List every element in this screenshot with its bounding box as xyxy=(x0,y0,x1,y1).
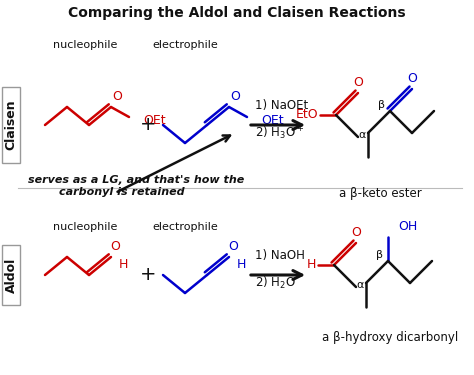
Text: 1) NaOH: 1) NaOH xyxy=(255,249,305,261)
Text: β: β xyxy=(379,100,385,110)
Text: β: β xyxy=(376,250,383,260)
Text: H: H xyxy=(307,258,316,272)
Text: Comparing the Aldol and Claisen Reactions: Comparing the Aldol and Claisen Reaction… xyxy=(68,6,406,20)
Text: O: O xyxy=(112,90,122,104)
Text: OEt: OEt xyxy=(143,114,165,128)
Text: O: O xyxy=(407,72,417,86)
Text: O: O xyxy=(228,240,238,254)
Text: O: O xyxy=(110,240,120,254)
Text: α: α xyxy=(356,280,364,290)
Text: a β-keto ester: a β-keto ester xyxy=(338,186,421,200)
Text: H: H xyxy=(237,258,246,272)
Text: Aldol: Aldol xyxy=(4,257,18,292)
Text: O: O xyxy=(230,90,240,104)
Text: electrophile: electrophile xyxy=(152,222,218,232)
Text: OEt: OEt xyxy=(261,114,283,128)
Text: EtO: EtO xyxy=(295,108,318,122)
Text: Claisen: Claisen xyxy=(4,100,18,150)
Text: +: + xyxy=(140,116,156,135)
Text: 2) H$_3$O$^+$: 2) H$_3$O$^+$ xyxy=(255,124,304,142)
Text: α: α xyxy=(358,130,365,140)
Text: serves as a LG, and that's how the
        carbonyl is retained: serves as a LG, and that's how the carbo… xyxy=(28,175,244,196)
Text: a β-hydroxy dicarbonyl: a β-hydroxy dicarbonyl xyxy=(322,330,458,344)
Text: O: O xyxy=(353,76,363,90)
Text: O: O xyxy=(351,226,361,240)
Text: 2) H$_2$O: 2) H$_2$O xyxy=(255,275,296,291)
Text: 1) NaOEt: 1) NaOEt xyxy=(255,99,308,111)
Text: OH: OH xyxy=(398,220,417,234)
Text: +: + xyxy=(140,266,156,285)
FancyBboxPatch shape xyxy=(2,87,20,163)
Text: H: H xyxy=(119,258,128,272)
Text: electrophile: electrophile xyxy=(152,40,218,50)
Text: nucleophile: nucleophile xyxy=(53,222,117,232)
FancyBboxPatch shape xyxy=(2,245,20,305)
Text: nucleophile: nucleophile xyxy=(53,40,117,50)
